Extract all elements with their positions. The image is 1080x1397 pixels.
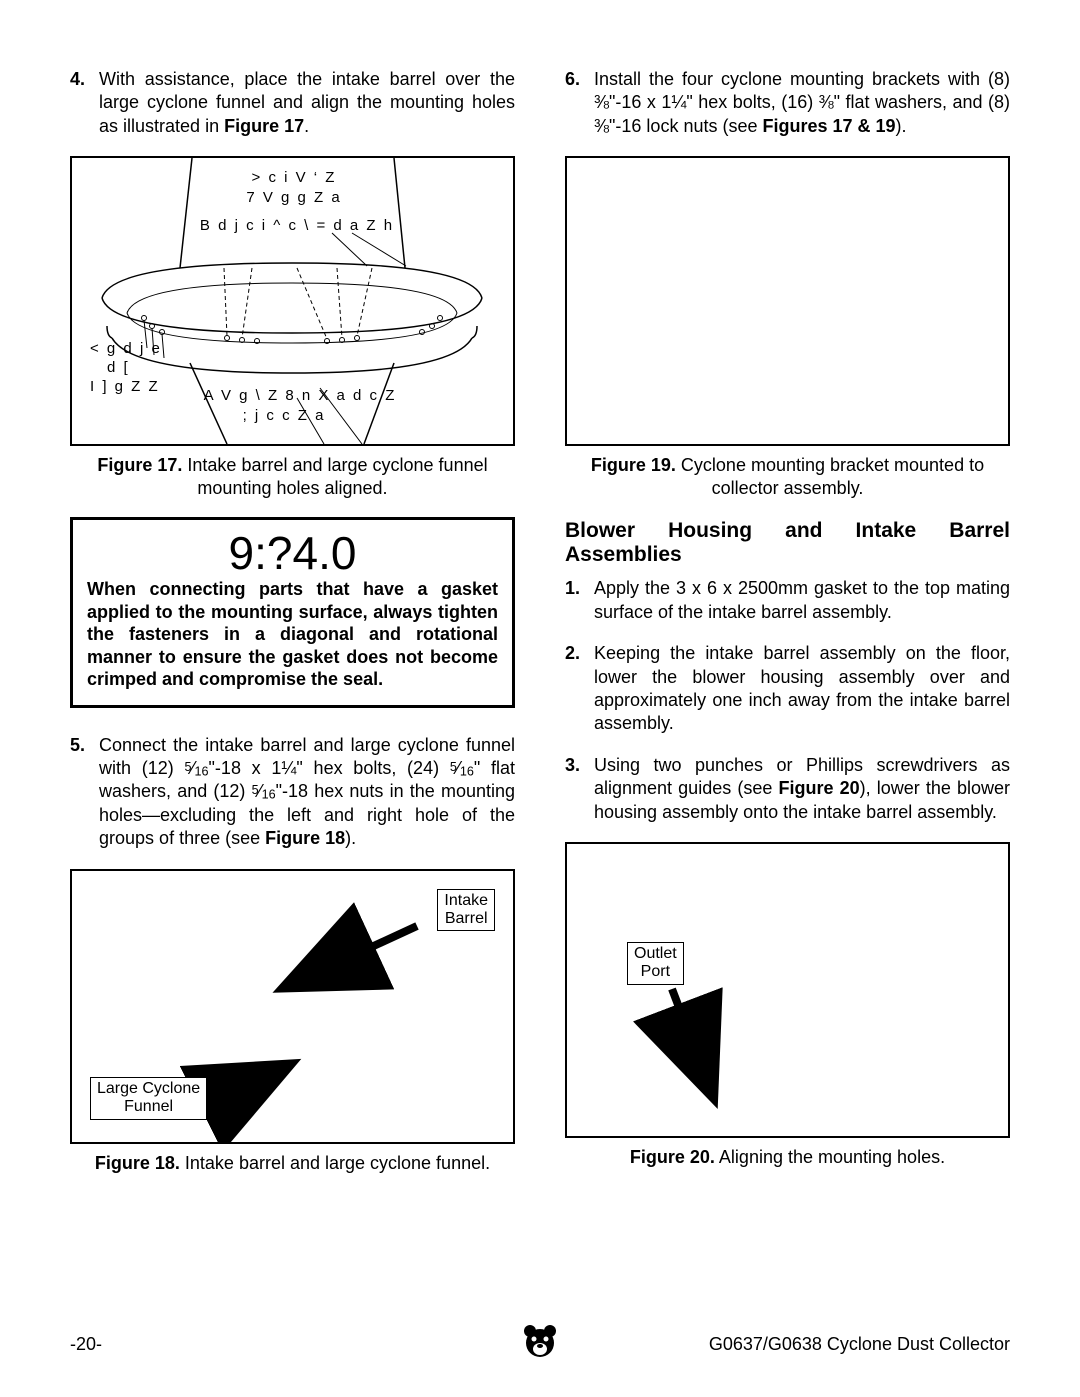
fig18-cap-b: Intake barrel and large cyclone funnel. (180, 1153, 490, 1173)
figure-20-box: OutletPort (565, 842, 1010, 1138)
s6c: ). (896, 116, 907, 136)
fig19-cap-b: Cyclone mounting bracket mounted to coll… (676, 455, 984, 498)
fig17-label-intake-2: 7 V g g Z a (246, 189, 341, 206)
note-title: 9:?4.0 (87, 530, 498, 576)
note-box: 9:?4.0 When connecting parts that have a… (70, 517, 515, 708)
fig17-label-g1: < g d j e (90, 340, 162, 357)
fig20-cap-b: Aligning the mounting holes. (715, 1147, 945, 1167)
fig17-label-l1: A V g \ Z 8 n X a d c Z (204, 387, 397, 404)
fig18-cap-a: Figure 18. (95, 1153, 180, 1173)
step-b1-body: Apply the 3 x 6 x 2500mm gasket to the t… (594, 577, 1010, 624)
step-b1-num: 1. (565, 577, 580, 624)
step-b2-num: 2. (565, 642, 580, 736)
fig18-label-intake: IntakeBarrel (437, 889, 495, 932)
figure-19-box (565, 156, 1010, 446)
step-6: 6. Install the four cyclone mounting bra… (565, 68, 1010, 138)
step-b3-body: Using two punches or Phillips screwdrive… (594, 754, 1010, 824)
page-columns: 4. With assistance, place the intake bar… (70, 68, 1010, 1174)
right-column: 6. Install the four cyclone mounting bra… (565, 68, 1010, 1174)
figure-17-box: > c i V ‘ Z 7 V g g Z a B d j c i ^ c \ … (70, 156, 515, 446)
fig17-cap-b: Intake barrel and large cyclone funnel m… (182, 455, 487, 498)
fig17-label-g2: d [ (107, 359, 130, 376)
fig17-label-mount: B d j c i ^ c \ = d a Z h (200, 217, 394, 234)
step-4-body: With assistance, place the intake barrel… (99, 68, 515, 138)
step-4: 4. With assistance, place the intake bar… (70, 68, 515, 138)
figure-18-box: IntakeBarrel Large CycloneFunnel (70, 869, 515, 1144)
note-body: When connecting parts that have a gasket… (87, 578, 498, 691)
figure-20-caption: Figure 20. Aligning the mounting holes. (565, 1146, 1010, 1169)
s5c: "-18 x 1¼" hex bolts, (24) (209, 758, 450, 778)
figure-18-caption: Figure 18. Intake barrel and large cyclo… (70, 1152, 515, 1175)
s5i: ). (345, 828, 356, 848)
s6b: Figures 17 & 19 (762, 116, 895, 136)
step-6-body: Install the four cyclone mounting bracke… (594, 68, 1010, 138)
step-5-body: Connect the intake barrel and large cycl… (99, 734, 515, 851)
figure-20-arrow (567, 844, 1008, 1136)
step-5: 5. Connect the intake barrel and large c… (70, 734, 515, 851)
step-4-figref: Figure 17 (224, 116, 304, 136)
fig18-label-funnel: Large CycloneFunnel (90, 1077, 207, 1120)
fig17-label-l2: ; j c c Z a (243, 407, 326, 424)
figure-17-caption: Figure 17. Intake barrel and large cyclo… (70, 454, 515, 499)
fig20-cap-a: Figure 20. (630, 1147, 715, 1167)
left-column: 4. With assistance, place the intake bar… (70, 68, 515, 1174)
s3b: Figure 20 (778, 778, 859, 798)
step-b3-num: 3. (565, 754, 580, 824)
step-b2-body: Keeping the intake barrel assembly on th… (594, 642, 1010, 736)
step-4-text-c: . (304, 116, 309, 136)
step-b2: 2. Keeping the intake barrel assembly on… (565, 642, 1010, 736)
fig17-label-intake-1: > c i V ‘ Z (252, 169, 337, 186)
doc-title: G0637/G0638 Cyclone Dust Collector (709, 1334, 1010, 1355)
page-number: -20- (70, 1334, 102, 1355)
fig19-cap-a: Figure 19. (591, 455, 676, 475)
step-6-num: 6. (565, 68, 580, 138)
figure-19-caption: Figure 19. Cyclone mounting bracket moun… (565, 454, 1010, 499)
step-5-num: 5. (70, 734, 85, 851)
step-b1: 1. Apply the 3 x 6 x 2500mm gasket to th… (565, 577, 1010, 624)
bear-logo-icon (520, 1321, 560, 1359)
fig17-label-g3: I ] g Z Z (90, 378, 160, 395)
section-heading: Blower Housing and Intake Barrel Assembl… (565, 519, 1010, 567)
page-footer: -20- G0637/G0638 Cyclone Dust Collector (70, 1334, 1010, 1355)
step-b3: 3. Using two punches or Phillips screwdr… (565, 754, 1010, 824)
fig20-label-outlet: OutletPort (627, 942, 684, 985)
step-4-num: 4. (70, 68, 85, 138)
s5h: Figure 18 (265, 828, 345, 848)
figure-17-diagram: > c i V ‘ Z 7 V g g Z a B d j c i ^ c \ … (72, 158, 513, 444)
fig17-cap-a: Figure 17. (97, 455, 182, 475)
